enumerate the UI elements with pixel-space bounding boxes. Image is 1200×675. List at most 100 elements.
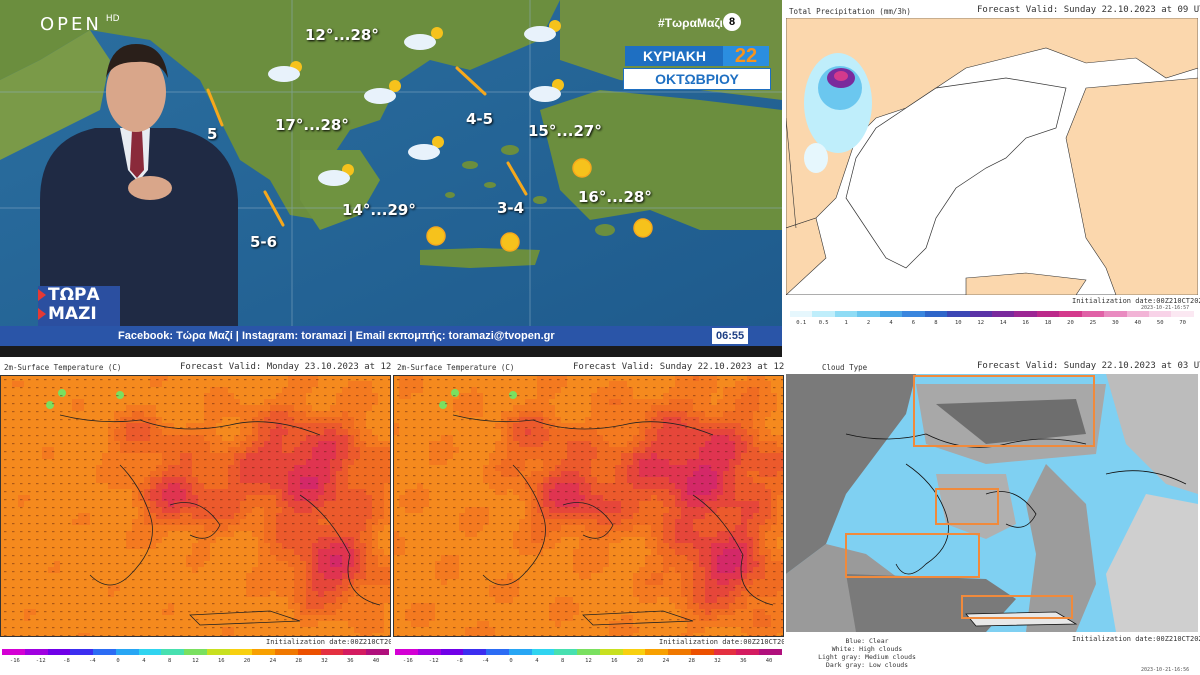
colorbar-swatch xyxy=(991,311,1015,317)
scale-tick: 20 xyxy=(636,658,644,664)
map-title: 2m-Surface Temperature (C) xyxy=(4,363,122,372)
scale-tick: 2 xyxy=(866,320,871,326)
temperature-label: 12°...28° xyxy=(305,26,379,44)
scale-tick: 8 xyxy=(168,658,172,664)
colorbar-swatch xyxy=(857,311,880,317)
colorbar-swatch xyxy=(1149,311,1172,317)
scale-tick: 18 xyxy=(1044,320,1052,326)
colorbar-swatch xyxy=(1014,311,1037,317)
legend-item: Blue: Clear xyxy=(845,637,889,645)
edge-label: 5 xyxy=(207,125,218,143)
scale-tick: 50 xyxy=(1156,320,1164,326)
news-ticker: Facebook: Τώρα Μαζί | Instagram: toramaz… xyxy=(0,326,782,346)
colorbar-swatch xyxy=(690,649,714,655)
colorbar-swatch xyxy=(1126,311,1149,317)
legend-item: Light gray: Medium clouds xyxy=(818,653,916,661)
map-title: Total Precipitation (mm/3h) xyxy=(789,7,911,16)
scale-tick: 25 xyxy=(1089,320,1097,326)
scale-tick: 30 xyxy=(1112,320,1119,326)
scale-tick: 0.1 xyxy=(796,320,807,326)
init-date: Initialization date:00Z210CT2023 xyxy=(1072,297,1200,305)
colorbar-swatch xyxy=(759,649,783,655)
colorbar-swatch xyxy=(924,311,948,317)
program-logo: ΤΩΡΑ ΜΑΖΙ xyxy=(38,286,120,326)
scale-tick: 12 xyxy=(192,658,199,664)
colorbar-swatch xyxy=(969,311,992,317)
colorbar-swatch xyxy=(343,649,367,655)
temperature-label: 14°...29° xyxy=(342,201,416,219)
scale-tick: 0.5 xyxy=(818,320,829,326)
scale-tick: -4 xyxy=(481,658,489,664)
forecast-valid: Forecast Valid: Monday 23.10.2023 at 12 … xyxy=(180,362,391,372)
map-title: Cloud Type xyxy=(822,363,868,372)
precip-colorbar xyxy=(790,311,1194,317)
scale-tick: 70 xyxy=(1179,320,1186,326)
temperature-label: 15°...27° xyxy=(528,122,602,140)
colorbar-swatch xyxy=(275,649,298,655)
timestamp: 2023-10-21-16:56 xyxy=(1141,667,1190,673)
colorbar-swatch xyxy=(508,649,532,655)
scale-tick: -16 xyxy=(402,658,413,664)
scale-tick: 4 xyxy=(142,658,146,664)
colorbar-swatch xyxy=(440,649,464,655)
colorbar-swatch xyxy=(947,311,970,317)
colorbar-swatch xyxy=(463,649,487,655)
colorbar-swatch xyxy=(1104,311,1127,317)
colorbar-swatch xyxy=(320,649,344,655)
scale-tick: 0 xyxy=(116,658,120,664)
forecast-valid: Forecast Valid: Sunday 22.10.2023 at 03 … xyxy=(977,361,1200,371)
temp-colorbar xyxy=(395,649,783,655)
init-date: Initialization date:00Z210CT2023 xyxy=(659,638,784,646)
colorbar-swatch xyxy=(24,649,48,655)
scale-tick: 16 xyxy=(1022,320,1029,326)
scale-tick: 8 xyxy=(561,658,565,664)
colorbar-swatch xyxy=(531,649,555,655)
scale-tick: -8 xyxy=(63,658,70,664)
wind-label: 4-5 xyxy=(466,110,494,128)
colorbar-swatch xyxy=(47,649,71,655)
scale-tick: 24 xyxy=(662,658,670,664)
rating-badge: 8 xyxy=(723,13,741,31)
colorbar-swatch xyxy=(366,649,390,655)
colorbar-swatch xyxy=(645,649,669,655)
scale-tick: 4 xyxy=(889,320,893,326)
temperature-map xyxy=(393,375,784,637)
colorbar-swatch xyxy=(252,649,276,655)
precipitation-map xyxy=(786,18,1198,295)
channel-logo: OPEN HD xyxy=(40,14,120,35)
precipitation-map-panel: Total Precipitation (mm/3h) Forecast Val… xyxy=(784,0,1200,333)
colorbar-swatch xyxy=(834,311,858,317)
hashtag-label: #ΤωραΜαζι xyxy=(658,16,723,30)
scale-tick: 16 xyxy=(217,658,225,664)
scale-tick: 36 xyxy=(739,658,747,664)
scale-tick: 20 xyxy=(1067,320,1074,326)
scale-tick: 16 xyxy=(610,658,618,664)
colorbar-swatch xyxy=(554,649,578,655)
scale-tick: 10 xyxy=(954,320,962,326)
wind-label: 3-4 xyxy=(497,199,525,217)
colorbar-swatch xyxy=(736,649,760,655)
wind-label: 5-6 xyxy=(250,233,278,251)
scale-tick: 12 xyxy=(585,658,592,664)
map-title: 2m-Surface Temperature (C) xyxy=(397,363,515,372)
colorbar-swatch xyxy=(206,649,230,655)
scale-tick: 24 xyxy=(269,658,277,664)
colorbar-swatch xyxy=(161,649,185,655)
date-day-box: ΚΥΡΙΑΚΗ 22 xyxy=(625,46,769,66)
colorbar-swatch xyxy=(1081,311,1105,317)
colorbar-swatch xyxy=(1059,311,1082,317)
scale-tick: -4 xyxy=(88,658,96,664)
colorbar-swatch xyxy=(713,649,737,655)
temperature-map-panel-monday: 2m-Surface Temperature (C) Forecast Vali… xyxy=(0,359,391,675)
scale-tick: 40 xyxy=(765,658,773,664)
month-label: ΟΚΤΩΒΡΙΟΥ xyxy=(623,68,771,90)
init-date: Initialization date:00Z210CT2023 xyxy=(266,638,391,646)
scale-tick: 12 xyxy=(977,320,985,326)
colorbar-swatch xyxy=(2,649,25,655)
colorbar-swatch xyxy=(229,649,253,655)
clock: 06:55 xyxy=(712,328,749,344)
colorbar-swatch xyxy=(115,649,139,655)
legend-item: White: High clouds xyxy=(831,645,903,653)
colorbar-swatch xyxy=(93,649,116,655)
colorbar-swatch xyxy=(902,311,925,317)
